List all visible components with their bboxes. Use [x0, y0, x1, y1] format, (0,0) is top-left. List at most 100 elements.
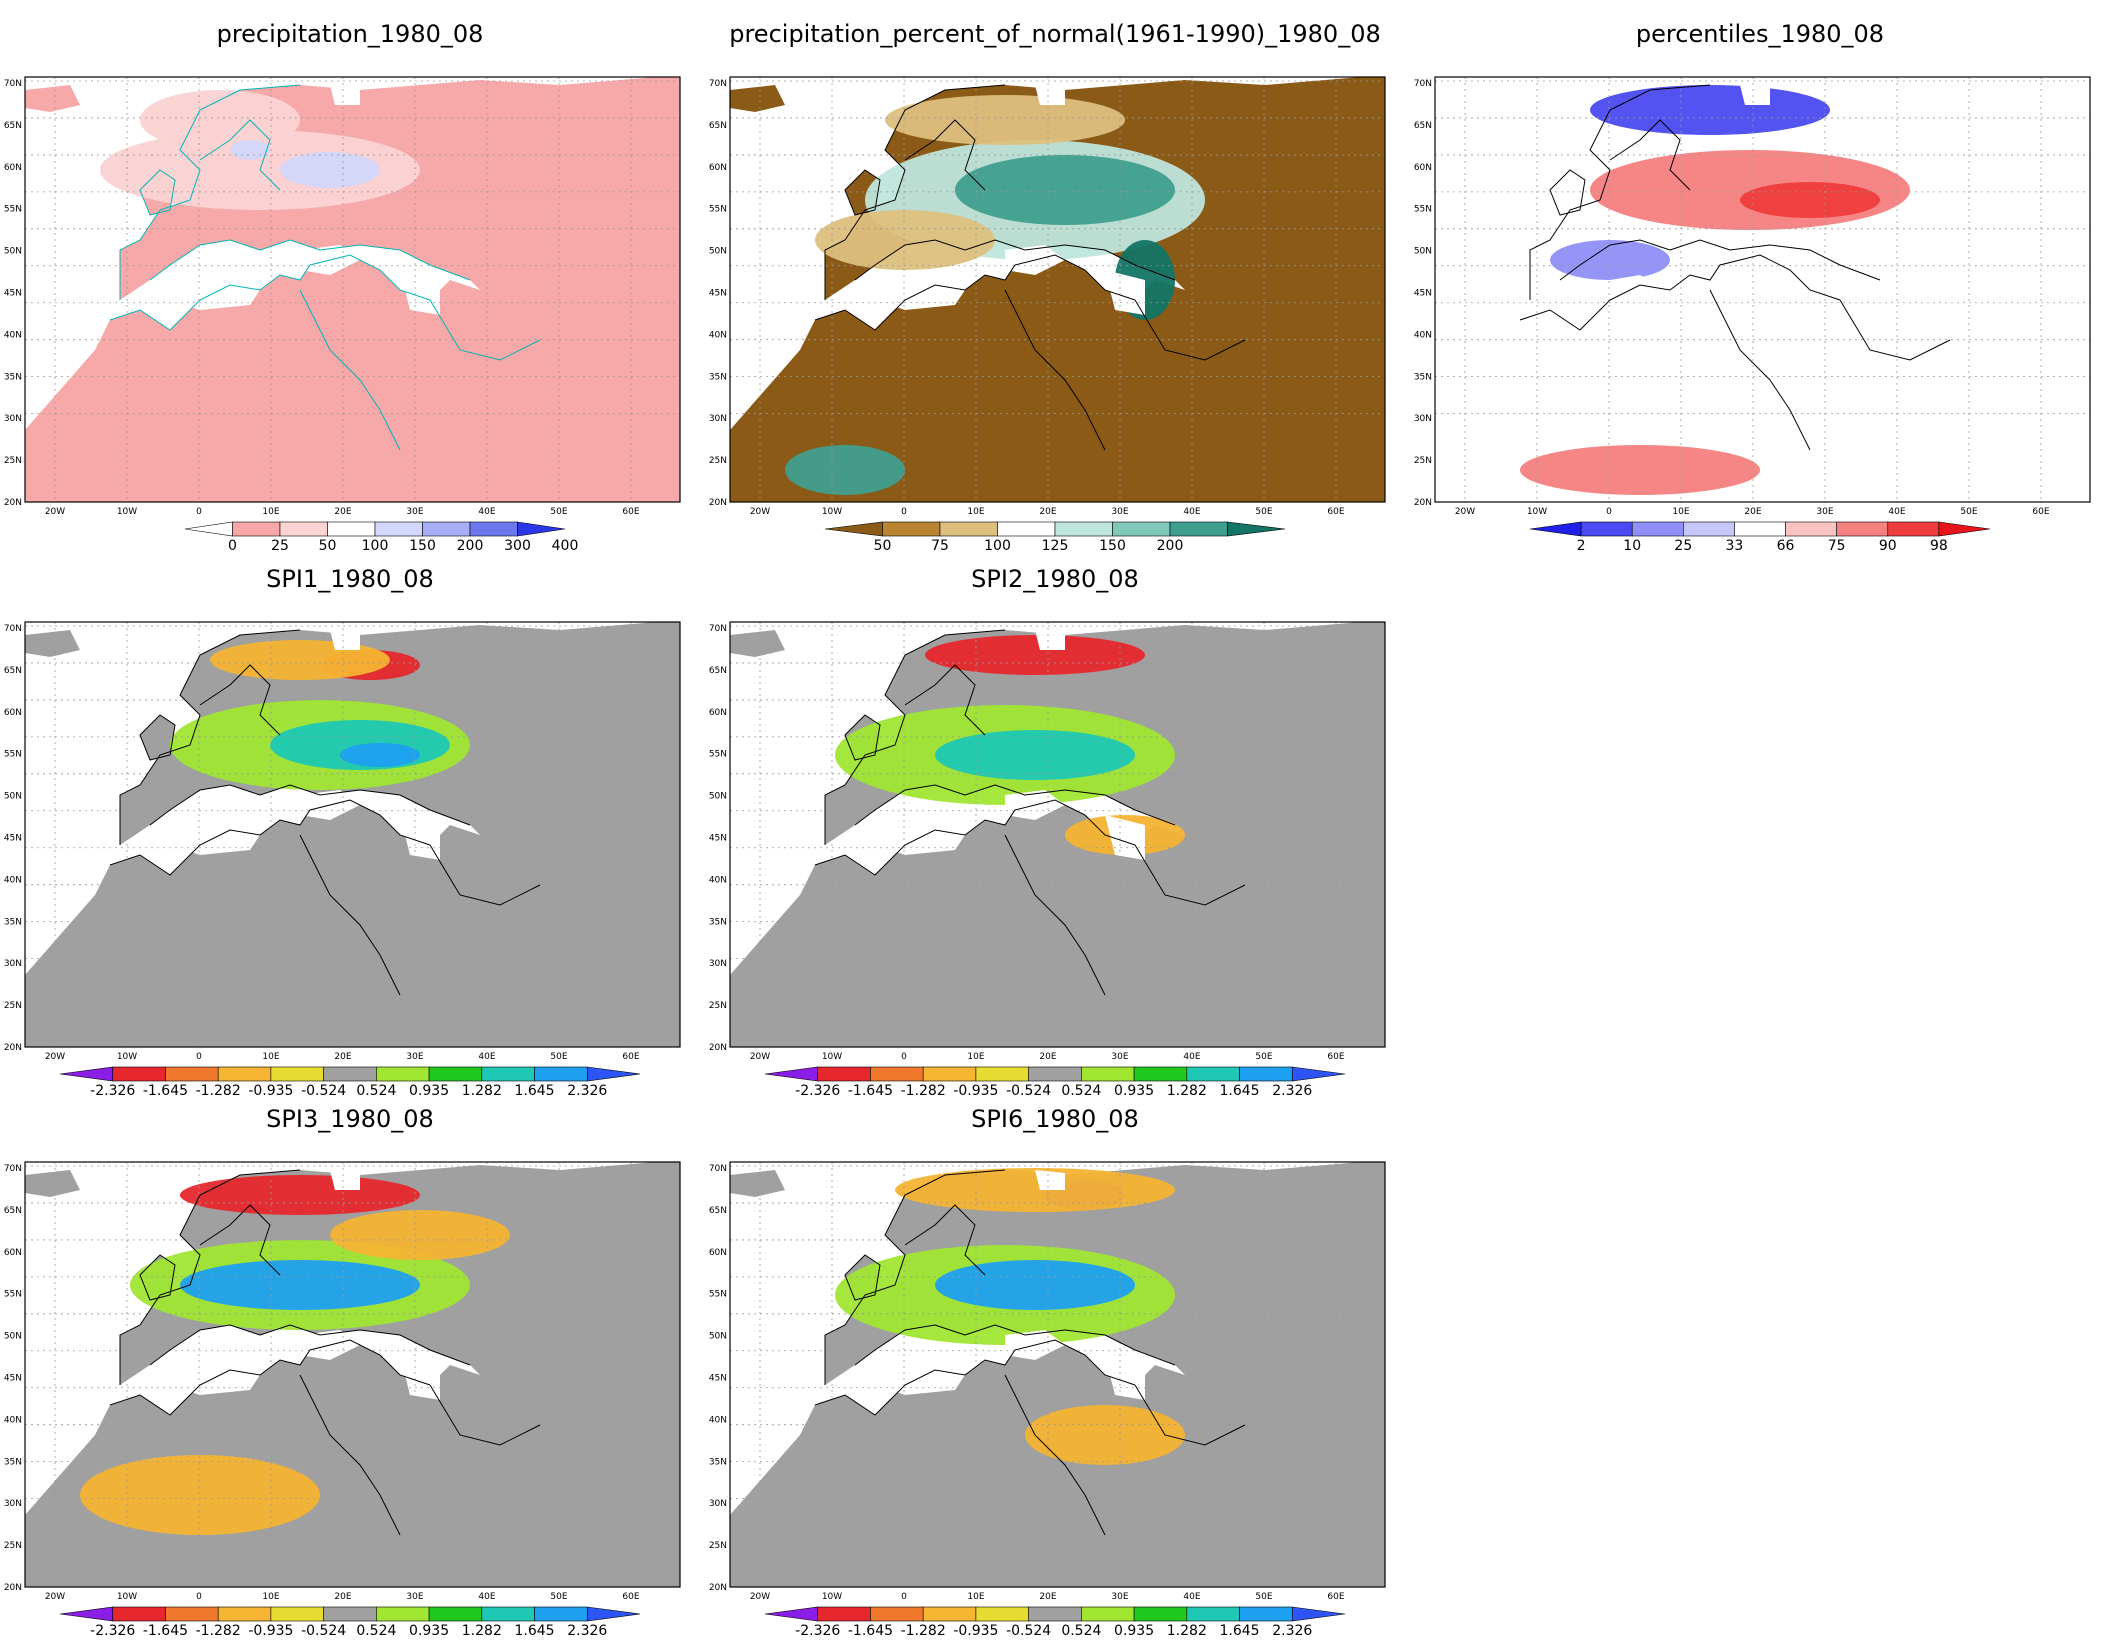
lat-label: 70N	[709, 79, 727, 89]
colorbar-label: 33	[1726, 538, 1744, 554]
lat-label: 20N	[4, 1043, 22, 1053]
lat-label: 55N	[709, 1290, 727, 1300]
lon-label: 30E	[406, 1592, 423, 1602]
colorbar: 2 10 25 33 66 75 90 98	[1529, 521, 1991, 554]
lat-label: 30N	[709, 414, 727, 424]
lon-label: 40E	[478, 1592, 495, 1602]
missing-data	[330, 85, 360, 105]
lat-label: 20N	[709, 1583, 727, 1593]
lon-label: 10E	[262, 1592, 279, 1602]
colorbar-swatch	[817, 1606, 871, 1622]
lon-label: 20W	[750, 1052, 770, 1062]
colorbar-arrow-high	[586, 1606, 641, 1622]
map-spi3: 70N 65N 60N 55N 50N 45N 40N 35N 30N 25N 20N 20W 10W 0…	[4, 1161, 681, 1639]
colorbar-arrow-low	[1529, 521, 1582, 537]
lon-label: 40E	[478, 1052, 495, 1062]
colorbar: 0 25 50 100 150 200 300 400	[184, 521, 579, 554]
colorbar-swatch	[1580, 521, 1633, 537]
lat-label: 60N	[709, 163, 727, 173]
anomaly-region	[955, 155, 1175, 225]
colorbar-label: 0.524	[356, 1623, 396, 1639]
lon-label: 10E	[1672, 507, 1689, 517]
anomaly-region	[1025, 1405, 1185, 1465]
colorbar-swatch	[270, 1066, 324, 1082]
missing-data	[400, 1355, 440, 1400]
missing-data	[1105, 815, 1145, 860]
lon-label: 20E	[1039, 507, 1056, 517]
colorbar: -2.326 -1.645 -1.282 -0.935 -0.524 0.524 0.935…	[59, 1066, 641, 1099]
anomaly-region	[80, 1455, 320, 1535]
colorbar-arrow-high	[1291, 1066, 1346, 1082]
lat-label: 55N	[4, 205, 22, 215]
missing-data	[1105, 270, 1145, 315]
lat-label: 55N	[709, 205, 727, 215]
lat-label: 20N	[4, 1583, 22, 1593]
colorbar-label: 98	[1930, 538, 1948, 554]
lon-label: 0	[196, 1052, 202, 1062]
colorbar-swatch	[1054, 521, 1113, 537]
missing-data	[1740, 85, 1770, 105]
colorbar-swatch	[279, 521, 328, 537]
lat-label: 40N	[4, 875, 22, 885]
colorbar-label: -1.282	[196, 1083, 241, 1099]
colorbar-label: -0.935	[248, 1083, 293, 1099]
colorbar-arrow-low	[59, 1066, 114, 1082]
lat-label: 30N	[4, 959, 22, 969]
colorbar-label: 0.935	[409, 1623, 449, 1639]
lon-label: 40E	[478, 507, 495, 517]
missing-data	[1035, 85, 1065, 105]
panel-spi2: SPI2_1980_08 70N 65N 60N 55N 50N 45N 40N 35N 30N…	[705, 565, 1405, 1099]
colorbar-arrow-high	[1938, 521, 1991, 537]
lat-label: 35N	[709, 1457, 727, 1467]
colorbar-swatch	[975, 1606, 1029, 1622]
map-percent-of-normal: 70N 65N 60N 55N 50N 45N 40N 35N 30N 25N 20N 20W 10W 0…	[709, 76, 1386, 554]
missing-data	[400, 815, 440, 860]
colorbar-label: 100	[984, 538, 1011, 554]
land-fill	[730, 1162, 1385, 1587]
map-frame	[1434, 76, 2091, 503]
anomaly-region	[895, 1168, 1175, 1212]
colorbar-label: 400	[552, 538, 579, 554]
colorbar-swatch	[217, 1066, 272, 1082]
colorbar-swatch	[327, 521, 376, 537]
colorbar-label: 66	[1777, 538, 1795, 554]
colorbar-label: -0.935	[248, 1623, 293, 1639]
lon-label: 20E	[1039, 1592, 1056, 1602]
lon-label: 60E	[1327, 1052, 1344, 1062]
colorbar-swatch	[922, 1066, 977, 1082]
coastline	[814, 1169, 1246, 1536]
lon-label: 20W	[45, 507, 65, 517]
lat-label: 55N	[4, 1290, 22, 1300]
lat-label: 70N	[4, 79, 22, 89]
lat-label: 65N	[709, 666, 727, 676]
panel-title: precipitation_1980_08	[216, 20, 484, 48]
panel-title: SPI2_1980_08	[971, 565, 1139, 593]
colorbar-label: 1.282	[1167, 1623, 1207, 1639]
lat-label: 50N	[1414, 247, 1432, 257]
lat-label: 40N	[709, 1415, 727, 1425]
colorbar-swatch	[534, 1066, 588, 1082]
lat-label: 35N	[709, 917, 727, 927]
map-frame	[729, 76, 1386, 503]
colorbar-swatch	[1239, 1066, 1293, 1082]
lat-label: 35N	[4, 917, 22, 927]
colorbar-swatch	[1239, 1606, 1293, 1622]
colorbar-swatch	[1028, 1066, 1082, 1082]
colorbar-arrow-high	[1227, 521, 1286, 537]
anomaly-region	[210, 640, 390, 680]
panel-title: SPI6_1980_08	[971, 1105, 1139, 1133]
lat-label: 45N	[4, 289, 22, 299]
lat-label: 20N	[709, 498, 727, 508]
colorbar-label: -2.326	[795, 1083, 840, 1099]
map-spi6: 70N 65N 60N 55N 50N 45N 40N 35N 30N 25N 20N 20W 10W 0…	[709, 1161, 1386, 1639]
colorbar-swatch	[1186, 1066, 1240, 1082]
map-frame	[24, 76, 681, 503]
lat-label: 40N	[1414, 330, 1432, 340]
lon-label: 20W	[45, 1592, 65, 1602]
map-area	[25, 622, 680, 1047]
anomaly-region	[140, 90, 300, 150]
lon-label: 30E	[1111, 1592, 1128, 1602]
lat-label: 30N	[4, 414, 22, 424]
lat-label: 70N	[4, 1164, 22, 1174]
colorbar-label: 2.326	[1272, 1083, 1312, 1099]
